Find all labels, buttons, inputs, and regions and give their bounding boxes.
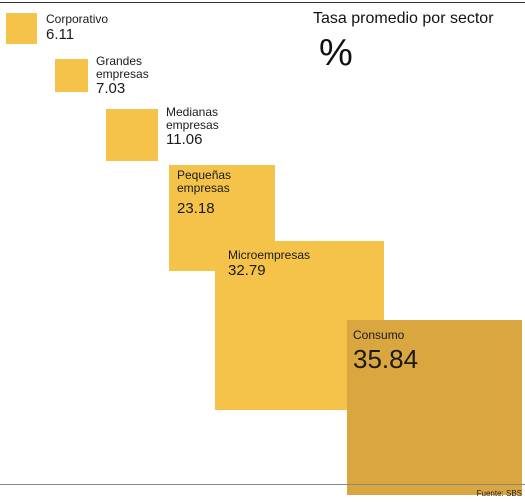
category-label: Microempresas	[228, 248, 311, 262]
unit-label: %	[319, 32, 353, 74]
bar-square	[347, 320, 522, 495]
value-label: 23.18	[177, 200, 215, 217]
category-label: Pequeñas empresas	[177, 168, 232, 195]
bottom-rule	[0, 484, 525, 485]
bar-square	[6, 13, 37, 44]
value-label: 7.03	[96, 80, 126, 97]
category-label: Corporativo	[46, 12, 109, 26]
source-note: Fuente: SBS	[476, 489, 522, 498]
value-label: 32.79	[228, 262, 266, 279]
value-label: 6.11	[46, 26, 75, 43]
category-label: Medianas empresas	[166, 105, 219, 132]
value-label: 35.84	[353, 344, 419, 374]
value-label: 11.06	[166, 131, 203, 148]
category-label: Grandes empresas	[96, 54, 149, 81]
bar-square	[106, 109, 158, 161]
top-rule	[0, 2, 525, 3]
category-label: Consumo	[353, 328, 405, 342]
bar-square	[55, 59, 88, 92]
chart-title: Tasa promedio por sector	[313, 10, 494, 27]
